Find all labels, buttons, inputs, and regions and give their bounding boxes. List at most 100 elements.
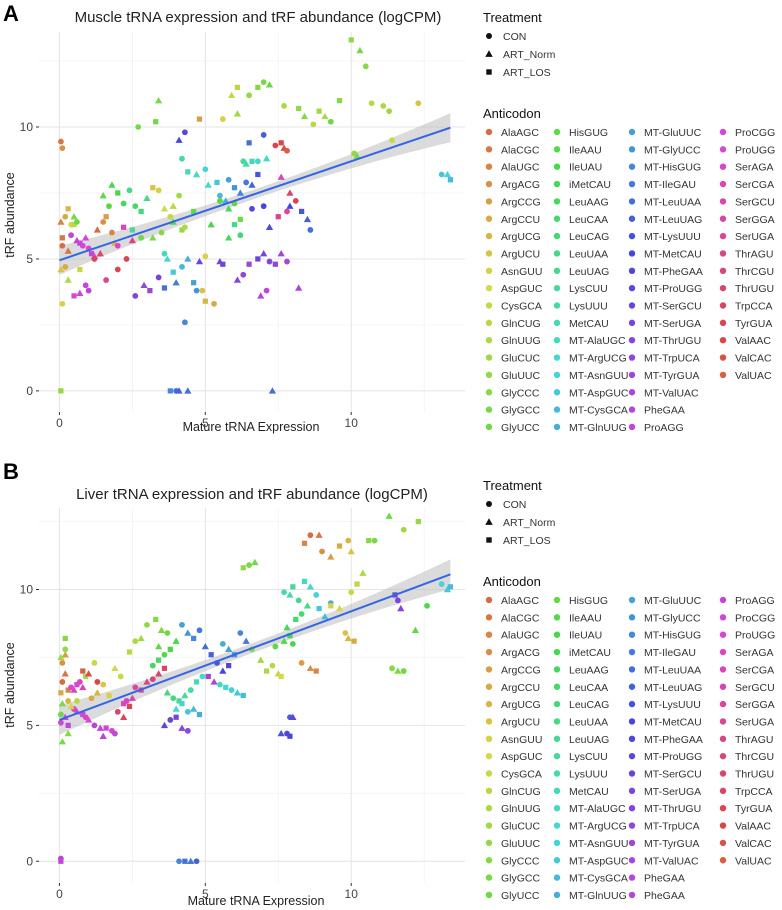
anticodon-legend-label: MT-CysGCA: [569, 405, 628, 417]
data-point: [126, 703, 133, 709]
treatment-legend-label: ART_LOS: [503, 535, 551, 547]
data-point: [84, 716, 93, 723]
data-point: [263, 668, 270, 674]
data-point: [57, 653, 65, 661]
data-point: [68, 232, 74, 239]
data-point: [93, 689, 101, 696]
data-point: [126, 187, 133, 194]
data-point: [179, 227, 185, 233]
anticodon-legend-label: GlnUUG: [501, 803, 541, 815]
data-point: [217, 197, 223, 204]
y-tick-label: 5: [26, 718, 33, 732]
data-point: [240, 692, 246, 699]
data-point: [103, 214, 109, 220]
anticodon-legend-label: LeuUAA: [569, 716, 608, 728]
panel-a-plot: 0 5 10 0 5 10: [20, 32, 465, 430]
anticodon-legend-key: [485, 631, 493, 638]
data-point: [424, 602, 430, 609]
data-point: [193, 858, 200, 865]
anticodon-legend-key: [553, 891, 561, 899]
data-point: [293, 616, 299, 623]
data-point: [64, 247, 72, 254]
anticodon-legend-key: [553, 371, 561, 379]
anticodon-legend-label: LysCUU: [569, 751, 608, 763]
data-point: [400, 668, 407, 674]
anticodon-legend-key: [628, 596, 636, 604]
anticodon-legend-label: MT-ArgUCG: [569, 353, 627, 365]
data-point: [233, 689, 242, 696]
anticodon-legend-key: [628, 752, 636, 760]
data-point: [277, 173, 285, 180]
data-point: [240, 158, 247, 165]
anticodon-legend-label: ArgCCG: [501, 664, 541, 676]
data-point: [353, 152, 361, 159]
data-point: [298, 659, 305, 666]
anticodon-legend-key: [628, 822, 636, 829]
data-point: [140, 281, 148, 289]
data-point: [59, 300, 66, 307]
data-point: [265, 81, 274, 88]
anticodon-legend-label: ValCAC: [735, 838, 772, 850]
data-point: [156, 657, 162, 663]
anticodon-legend-label: ArgACG: [501, 179, 540, 191]
data-point: [128, 694, 136, 701]
anticodon-legend-label: ValAAC: [735, 821, 771, 833]
data-point: [246, 140, 252, 146]
anticodon-legend-label: SerUGA: [735, 231, 774, 243]
anticodon-legend-label: MT-TrpUCA: [644, 353, 700, 365]
anticodon-legend-label: AspGUC: [501, 283, 543, 295]
anticodon-legend-label: MT-GlnUUG: [569, 890, 627, 902]
anticodon-legend-label: SerGGA: [735, 214, 775, 226]
anticodon-legend-key: [485, 267, 493, 274]
anticodon-legend-key: [485, 839, 493, 847]
anticodon-legend-key: [628, 389, 636, 396]
anticodon-legend-label: MT-TyrGUA: [644, 838, 699, 850]
data-point: [191, 635, 197, 642]
anticodon-legend-key: [719, 718, 727, 725]
data-point: [99, 732, 107, 739]
anticodon-legend-key: [628, 839, 636, 847]
data-point: [362, 63, 369, 70]
data-point: [175, 136, 183, 143]
data-point: [222, 197, 230, 204]
data-point: [315, 531, 323, 538]
data-point: [443, 585, 452, 593]
data-point: [185, 169, 191, 175]
data-point: [100, 681, 107, 688]
anticodon-legend-label: MT-MetCAU: [644, 248, 702, 260]
anticodon-legend-label: MT-ProUGG: [644, 751, 702, 763]
anticodon-legend-key: [485, 874, 493, 881]
anticodon-legend-key: [485, 718, 493, 725]
data-point: [286, 189, 294, 196]
data-point: [354, 581, 360, 587]
data-point: [284, 208, 290, 215]
anticodon-legend-key: [719, 683, 727, 690]
anticodon-legend-key: [628, 700, 636, 708]
anticodon-legend-label: LeuCAG: [569, 231, 609, 243]
anticodon-legend-key: [719, 337, 727, 344]
anticodon-legend-key: [553, 284, 561, 292]
data-point: [59, 242, 66, 249]
data-point: [184, 255, 192, 262]
anticodon-legend-key: [553, 752, 561, 760]
data-point: [157, 626, 166, 634]
data-point: [295, 284, 303, 291]
anticodon-legend-label: GlnUUG: [501, 335, 541, 347]
y-tick-label: 10: [20, 120, 34, 134]
data-point: [268, 387, 277, 394]
data-point: [120, 200, 127, 207]
anticodon-legend-key: [553, 337, 561, 344]
anticodon-legend-label: ProUGG: [735, 144, 775, 156]
anticodon-legend-key: [628, 631, 636, 638]
data-point: [91, 256, 98, 262]
data-point: [249, 158, 255, 164]
anticodon-legend-key: [485, 250, 493, 257]
anticodon-legend-key: [719, 198, 727, 205]
data-point: [287, 633, 293, 639]
data-point: [82, 234, 90, 241]
data-point: [307, 227, 314, 233]
data-point: [182, 858, 188, 864]
data-point: [290, 584, 296, 590]
data-point: [447, 584, 454, 590]
treatment-legend-key: [485, 50, 493, 57]
